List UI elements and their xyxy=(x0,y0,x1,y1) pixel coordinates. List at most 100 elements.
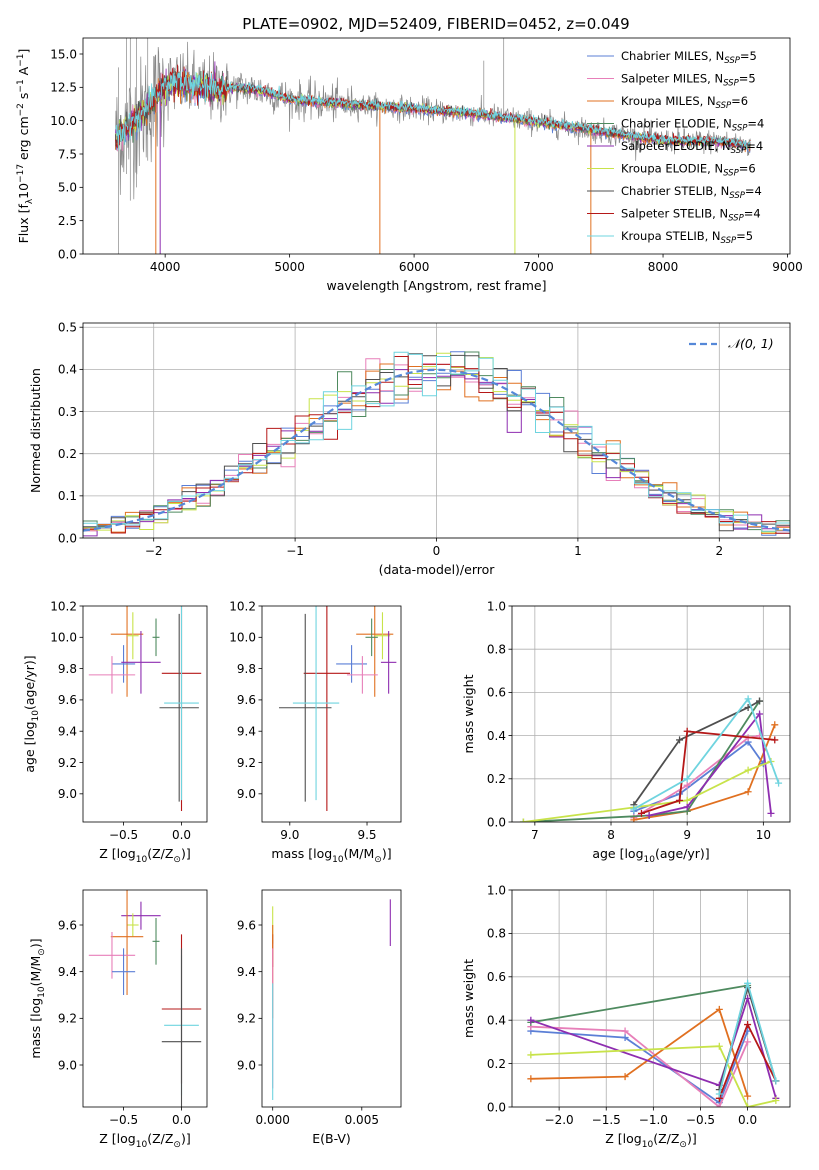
axes-frame xyxy=(82,889,208,1108)
weight-series-line xyxy=(530,1045,777,1107)
x-tick-label: −0.5 xyxy=(686,1113,715,1127)
weight-series-line xyxy=(523,700,761,822)
weight-series-line xyxy=(641,730,775,815)
axes-frame xyxy=(261,889,402,1108)
x-tick-label: 0 xyxy=(433,544,441,558)
x-axis-label: mass [log10(M/M⊙)] xyxy=(271,846,391,865)
y-tick-label: 9.2 xyxy=(237,1012,256,1026)
weight-point-marker xyxy=(621,1034,629,1042)
y-tick-label: 0.8 xyxy=(487,927,506,941)
weight-point-marker xyxy=(527,1016,535,1024)
legend: Chabrier MILES, NSSP=5 Salpeter MILES, NS… xyxy=(587,49,764,246)
legend-entry: Chabrier ELODIE, NSSP=4 xyxy=(621,117,764,134)
plot-area xyxy=(519,695,783,822)
y-axis-label: mass weight xyxy=(461,959,476,1038)
figure-title: PLATE=0902, MJD=52409, FIBERID=0452, z=0… xyxy=(242,15,629,33)
x-tick-label: −1.5 xyxy=(592,1113,621,1127)
weight-series-line xyxy=(633,724,776,821)
axes-frame xyxy=(82,605,208,823)
y-tick-label: 10.0 xyxy=(229,631,256,645)
legend: 𝒩(0, 1) xyxy=(689,336,774,351)
weight-point-marker xyxy=(527,1051,535,1059)
weight-point-marker xyxy=(715,1005,723,1013)
y-tick-label: 9.6 xyxy=(237,918,256,932)
x-tick-label: −0.5 xyxy=(109,1113,138,1127)
weight-point-marker xyxy=(744,979,752,987)
y-tick-label: 10.2 xyxy=(229,599,256,613)
x-axis-label: E(B-V) xyxy=(312,1131,351,1146)
panel-residuals: −2 −1 0 1 2 0.0 0.1 0.2 0.3 0.4 0.5 (data-model)/er… xyxy=(28,321,791,577)
x-tick-label: −2 xyxy=(145,544,163,558)
weight-point-marker xyxy=(744,1038,752,1046)
weight-series-line xyxy=(530,1007,749,1097)
x-tick-label: 2 xyxy=(715,544,723,558)
x-axis-label: (data-model)/error xyxy=(379,562,496,577)
y-tick-label: 9.2 xyxy=(58,756,77,770)
panel-age_vs_weight: 7 8 9 10 0.0 0.2 0.4 0.6 0.8 1.0 age [log10(age/yr… xyxy=(461,599,791,865)
y-tick-label: 0.2 xyxy=(487,1057,506,1071)
y-tick-label: 9.0 xyxy=(58,787,77,801)
y-tick-label: 0.4 xyxy=(487,1014,506,1028)
legend-entry: Salpeter STELIB, NSSP=4 xyxy=(621,207,761,224)
panel-z_vs_weight: −2.0 −1.5 −1.0 −0.5 0.0 0.0 0.2 0.4 0.6 0.8 1.0 Z [… xyxy=(461,883,791,1150)
legend-entry: Chabrier STELIB, NSSP=4 xyxy=(621,184,762,201)
plot-area xyxy=(83,351,790,538)
x-tick-label: 4000 xyxy=(150,260,181,274)
panel-z_vs_mass: −0.5 0.0 9.0 9.2 9.4 9.6 Z [log10(Z/Z⊙)] mass [… xyxy=(28,889,208,1150)
x-tick-label: 9.0 xyxy=(280,828,299,842)
weight-point-marker xyxy=(744,1092,752,1100)
normal-curve xyxy=(83,368,790,532)
residual-histogram xyxy=(83,351,790,538)
x-tick-label: 8 xyxy=(607,828,615,842)
weight-point-marker xyxy=(744,1021,752,1029)
panel-spectrum: 4000 5000 6000 7000 8000 9000 0.0 2.5 5.0 7.5 10.0… xyxy=(16,37,803,293)
panel-ebv_vs_mass: 0.000 0.005 9.0 9.2 9.4 9.6 E(B-V) xyxy=(237,889,402,1146)
x-tick-label: 0.0 xyxy=(738,1113,757,1127)
axes: −2 −1 0 1 2 0.0 0.1 0.2 0.3 0.4 0.5 (data-model)/er… xyxy=(28,321,791,577)
axes: 4000 5000 6000 7000 8000 9000 0.0 2.5 5.0 7.5 10.0… xyxy=(16,37,803,293)
y-tick-label: 15.0 xyxy=(50,47,77,61)
x-tick-label: −1.0 xyxy=(639,1113,668,1127)
weight-series-line xyxy=(530,984,748,1024)
weight-point-marker xyxy=(683,781,691,789)
x-tick-label: 0.0 xyxy=(172,828,191,842)
y-tick-label: 0.6 xyxy=(487,686,506,700)
weight-series-line xyxy=(633,740,765,813)
axes-frame xyxy=(261,605,402,823)
y-tick-label: 9.2 xyxy=(58,1012,77,1026)
y-tick-label: 9.6 xyxy=(58,918,77,932)
x-tick-label: 0.000 xyxy=(256,1113,290,1127)
x-tick-label: 9 xyxy=(683,828,691,842)
y-tick-label: 10.0 xyxy=(50,631,77,645)
weight-series-line xyxy=(633,700,760,806)
y-tick-label: 9.4 xyxy=(58,965,77,979)
y-tick-label: 0.2 xyxy=(58,447,77,461)
weight-point-marker xyxy=(744,1103,752,1107)
weight-point-marker xyxy=(715,1042,723,1050)
weight-point-marker xyxy=(630,805,638,813)
y-tick-label: 10.2 xyxy=(50,599,77,613)
weight-point-marker xyxy=(771,721,779,729)
x-axis-label: wavelength [Angstrom, rest frame] xyxy=(326,278,546,293)
weight-point-marker xyxy=(683,796,691,804)
plot-area xyxy=(272,899,391,1100)
weight-point-marker xyxy=(630,816,638,822)
x-axis-label: age [log10(age/yr)] xyxy=(592,846,709,865)
plot-layer: 4000 5000 6000 7000 8000 90000.02.55.07.510.0… xyxy=(16,37,803,1150)
y-tick-label: 0.5 xyxy=(58,321,77,335)
axes: 9.0 9.5 9.0 9.2 9.4 9.6 9.8 10.0 10.2 mass [log10… xyxy=(229,599,402,865)
y-tick-label: 0.3 xyxy=(58,405,77,419)
y-tick-label: 0.0 xyxy=(487,1100,506,1114)
weight-point-marker xyxy=(676,736,684,744)
weight-point-marker xyxy=(767,809,775,817)
legend-entry: Chabrier MILES, NSSP=5 xyxy=(621,49,757,66)
y-tick-label: 9.0 xyxy=(58,1058,77,1072)
x-axis-label: Z [log10(Z/Z⊙)] xyxy=(605,1131,696,1150)
plot-area xyxy=(115,38,751,254)
weight-point-marker xyxy=(683,803,691,811)
y-tick-label: 7.5 xyxy=(58,147,77,161)
weight-series-line xyxy=(633,734,760,819)
y-tick-label: 9.4 xyxy=(237,965,256,979)
axes: −0.5 0.0 9.0 9.2 9.4 9.6 Z [log10(Z/Z⊙)] mass [… xyxy=(28,889,208,1150)
plot-area xyxy=(278,606,397,812)
